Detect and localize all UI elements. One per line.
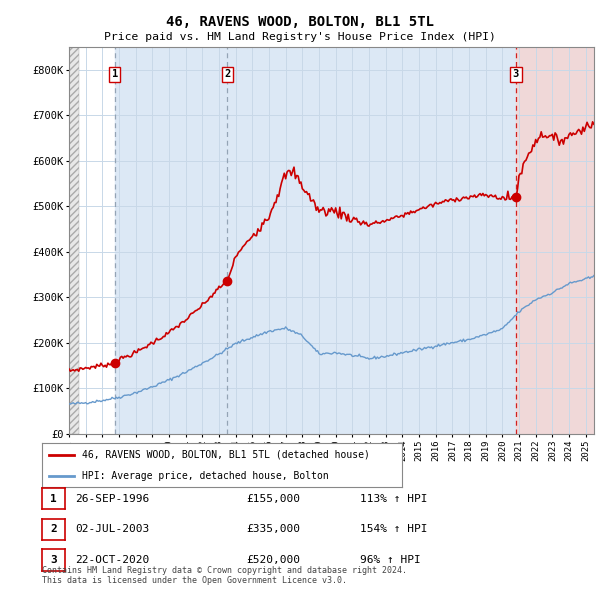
Text: 46, RAVENS WOOD, BOLTON, BL1 5TL: 46, RAVENS WOOD, BOLTON, BL1 5TL [166,15,434,29]
Text: Contains HM Land Registry data © Crown copyright and database right 2024.
This d: Contains HM Land Registry data © Crown c… [42,566,407,585]
Bar [115,47,227,434]
Text: 22-OCT-2020: 22-OCT-2020 [75,555,149,565]
Text: 154% ↑ HPI: 154% ↑ HPI [360,525,428,534]
Bar [516,47,594,434]
Bar [227,47,516,434]
Text: 46, RAVENS WOOD, BOLTON, BL1 5TL (detached house): 46, RAVENS WOOD, BOLTON, BL1 5TL (detach… [82,450,370,460]
Text: £155,000: £155,000 [246,494,300,503]
Text: 2: 2 [224,70,230,80]
Text: 3: 3 [513,70,519,80]
Text: 1: 1 [112,70,118,80]
Text: 96% ↑ HPI: 96% ↑ HPI [360,555,421,565]
Text: Price paid vs. HM Land Registry's House Price Index (HPI): Price paid vs. HM Land Registry's House … [104,32,496,42]
Text: 1: 1 [50,494,57,503]
Text: 02-JUL-2003: 02-JUL-2003 [75,525,149,534]
Text: 3: 3 [50,555,57,565]
Text: 2: 2 [50,525,57,534]
Text: HPI: Average price, detached house, Bolton: HPI: Average price, detached house, Bolt… [82,471,328,481]
Text: £520,000: £520,000 [246,555,300,565]
Text: 26-SEP-1996: 26-SEP-1996 [75,494,149,503]
Text: 113% ↑ HPI: 113% ↑ HPI [360,494,428,503]
Text: £335,000: £335,000 [246,525,300,534]
